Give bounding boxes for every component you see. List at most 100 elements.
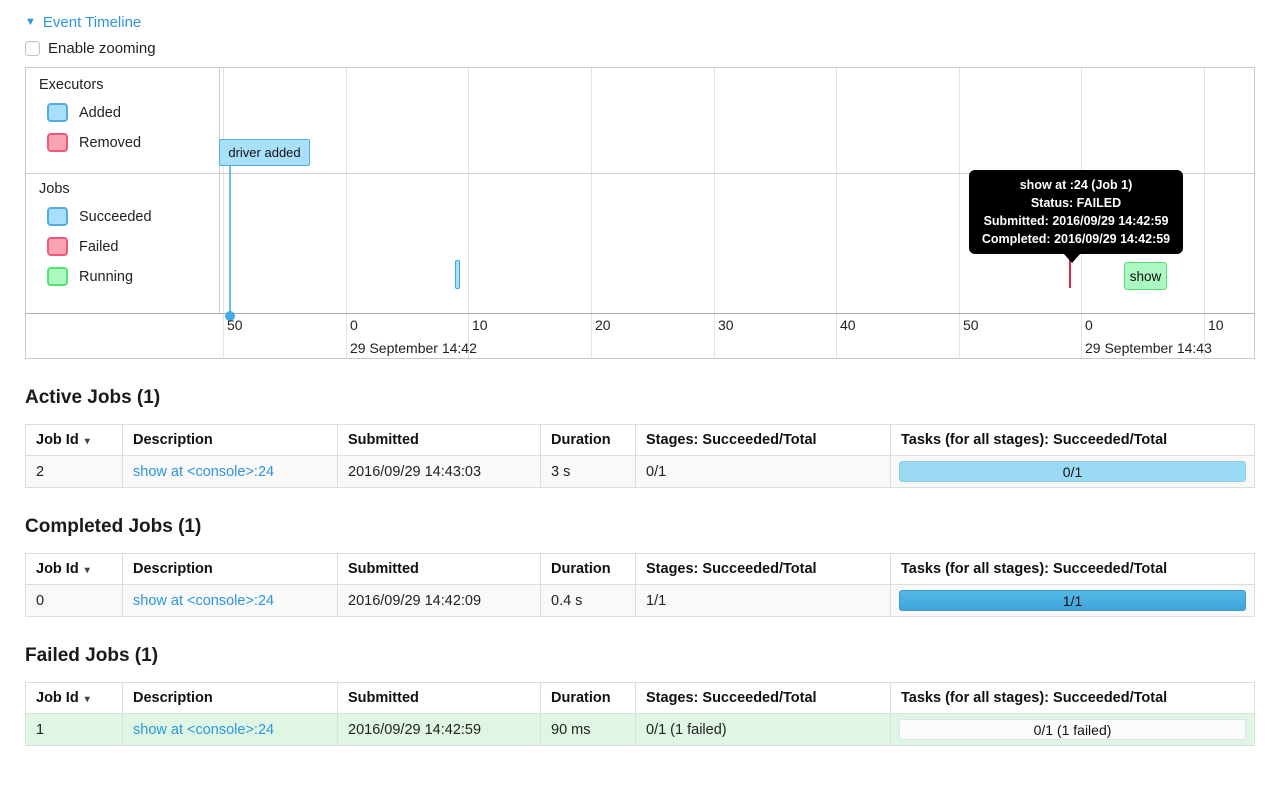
column-header-submitted[interactable]: Submitted bbox=[337, 424, 541, 456]
tasks-progress-bar: 0/1 bbox=[899, 461, 1246, 482]
table-row: 1 show at <console>:24 2016/09/29 14:42:… bbox=[25, 713, 1255, 746]
enable-zooming-control[interactable]: Enable zooming bbox=[25, 40, 156, 57]
gridline bbox=[959, 68, 960, 358]
legend-item-added: Added bbox=[47, 102, 141, 123]
duration-cell: 0.4 s bbox=[540, 584, 636, 617]
column-header-tasks[interactable]: Tasks (for all stages): Succeeded/Total bbox=[890, 424, 1255, 456]
axis-tick-label: 10 bbox=[1208, 317, 1224, 333]
column-header-tasks[interactable]: Tasks (for all stages): Succeeded/Total bbox=[890, 682, 1255, 714]
column-header-submitted[interactable]: Submitted bbox=[337, 553, 541, 585]
job-description-link[interactable]: show at <console>:24 bbox=[133, 592, 275, 609]
legend-item-label: Added bbox=[79, 104, 121, 121]
axis-tick-label: 0 bbox=[350, 317, 358, 333]
failed-jobs-table: Job Id ▾ Description Submitted Duration S… bbox=[25, 682, 1255, 746]
enable-zooming-label: Enable zooming bbox=[48, 40, 156, 57]
column-header-submitted[interactable]: Submitted bbox=[337, 682, 541, 714]
legend-item-running: Running bbox=[47, 266, 152, 287]
submitted-cell: 2016/09/29 14:42:59 bbox=[337, 713, 541, 746]
gridline bbox=[714, 68, 715, 358]
column-header-description[interactable]: Description bbox=[122, 682, 338, 714]
column-header-tasks[interactable]: Tasks (for all stages): Succeeded/Total bbox=[890, 553, 1255, 585]
job-tooltip: show at :24 (Job 1) Status: FAILED Submi… bbox=[969, 170, 1183, 263]
axis-tick-label: 0 bbox=[1085, 317, 1093, 333]
column-header-description[interactable]: Description bbox=[122, 424, 338, 456]
column-header-stages[interactable]: Stages: Succeeded/Total bbox=[635, 682, 891, 714]
tooltip-status: Status: FAILED bbox=[1030, 196, 1122, 210]
axis-tick-label: 50 bbox=[227, 317, 243, 333]
column-header-duration[interactable]: Duration bbox=[540, 553, 636, 585]
sort-caret-icon: ▾ bbox=[84, 565, 90, 576]
section-divider bbox=[26, 173, 1254, 174]
table-header-row: Job Id ▾ Description Submitted Duration S… bbox=[25, 424, 1255, 456]
stages-cell: 0/1 (1 failed) bbox=[635, 713, 891, 746]
legend-item-removed: Removed bbox=[47, 132, 141, 153]
job-id-cell: 0 bbox=[25, 584, 123, 617]
legend-column-divider bbox=[219, 68, 220, 313]
sort-caret-icon: ▾ bbox=[84, 436, 90, 447]
gridline bbox=[591, 68, 592, 358]
driver-added-point bbox=[225, 311, 235, 321]
driver-added-stem bbox=[229, 166, 231, 313]
driver-added-event[interactable]: driver added bbox=[219, 139, 310, 166]
gridline bbox=[1204, 68, 1205, 358]
column-header-duration[interactable]: Duration bbox=[540, 682, 636, 714]
duration-cell: 3 s bbox=[540, 455, 636, 488]
legend-jobs-title: Jobs bbox=[39, 181, 70, 197]
job-id-cell: 2 bbox=[25, 455, 123, 488]
legend-jobs: Jobs Succeeded Failed Running bbox=[39, 181, 152, 287]
removed-swatch-icon bbox=[47, 133, 68, 152]
column-header-description[interactable]: Description bbox=[122, 553, 338, 585]
legend-item-label: Succeeded bbox=[79, 208, 152, 225]
tasks-progress-bar: 0/1 (1 failed) bbox=[899, 719, 1246, 740]
tasks-progress-bar: 1/1 bbox=[899, 590, 1246, 611]
submitted-cell: 2016/09/29 14:43:03 bbox=[337, 455, 541, 488]
axis-tick-label: 20 bbox=[595, 317, 611, 333]
gridline bbox=[346, 68, 347, 358]
failed-job-marker[interactable] bbox=[1069, 258, 1071, 288]
column-header-stages[interactable]: Stages: Succeeded/Total bbox=[635, 424, 891, 456]
active-jobs-table: Job Id ▾ Description Submitted Duration S… bbox=[25, 424, 1255, 488]
legend-item-failed: Failed bbox=[47, 236, 152, 257]
job-description-link[interactable]: show at <console>:24 bbox=[133, 463, 275, 480]
axis-tick-label: 50 bbox=[963, 317, 979, 333]
active-jobs-heading: Active Jobs (1) bbox=[25, 387, 161, 408]
job-description-link[interactable]: show at <console>:24 bbox=[133, 721, 275, 738]
succeeded-job-marker[interactable] bbox=[455, 260, 460, 289]
column-header-job-id[interactable]: Job Id ▾ bbox=[25, 424, 123, 456]
column-header-job-id[interactable]: Job Id ▾ bbox=[25, 682, 123, 714]
legend-item-label: Failed bbox=[79, 238, 119, 255]
table-row: 0 show at <console>:24 2016/09/29 14:42:… bbox=[25, 584, 1255, 617]
table-row: 2 show at <console>:24 2016/09/29 14:43:… bbox=[25, 455, 1255, 488]
duration-cell: 90 ms bbox=[540, 713, 636, 746]
axis-tick-label: 30 bbox=[718, 317, 734, 333]
axis-tick-label: 40 bbox=[840, 317, 856, 333]
legend-executors-title: Executors bbox=[39, 77, 104, 93]
table-header-row: Job Id ▾ Description Submitted Duration S… bbox=[25, 682, 1255, 714]
table-header-row: Job Id ▾ Description Submitted Duration S… bbox=[25, 553, 1255, 585]
gridline bbox=[223, 68, 224, 358]
legend-executors: Executors Added Removed bbox=[39, 77, 141, 153]
axis-tick-label: 10 bbox=[472, 317, 488, 333]
completed-jobs-table: Job Id ▾ Description Submitted Duration S… bbox=[25, 553, 1255, 617]
running-swatch-icon bbox=[47, 267, 68, 286]
column-header-duration[interactable]: Duration bbox=[540, 424, 636, 456]
legend-item-label: Running bbox=[79, 268, 134, 285]
stages-cell: 0/1 bbox=[635, 455, 891, 488]
legend-item-succeeded: Succeeded bbox=[47, 206, 152, 227]
triangle-down-icon: ▼ bbox=[25, 16, 36, 28]
event-timeline-toggle[interactable]: ▼ Event Timeline bbox=[25, 14, 141, 31]
column-header-stages[interactable]: Stages: Succeeded/Total bbox=[635, 553, 891, 585]
submitted-cell: 2016/09/29 14:42:09 bbox=[337, 584, 541, 617]
failed-jobs-heading: Failed Jobs (1) bbox=[25, 645, 159, 666]
axis-date-label: 29 September 14:43 bbox=[1085, 340, 1212, 356]
added-swatch-icon bbox=[47, 103, 68, 122]
sort-caret-icon: ▾ bbox=[84, 694, 90, 705]
event-timeline-panel: Executors Added Removed Jobs Succeeded F… bbox=[25, 67, 1255, 359]
stages-cell: 1/1 bbox=[635, 584, 891, 617]
enable-zooming-checkbox[interactable] bbox=[25, 41, 40, 56]
event-timeline-label: Event Timeline bbox=[42, 14, 142, 31]
column-header-job-id[interactable]: Job Id ▾ bbox=[25, 553, 123, 585]
job-id-cell: 1 bbox=[25, 713, 123, 746]
running-job-event[interactable]: show bbox=[1124, 262, 1167, 290]
failed-swatch-icon bbox=[47, 237, 68, 256]
